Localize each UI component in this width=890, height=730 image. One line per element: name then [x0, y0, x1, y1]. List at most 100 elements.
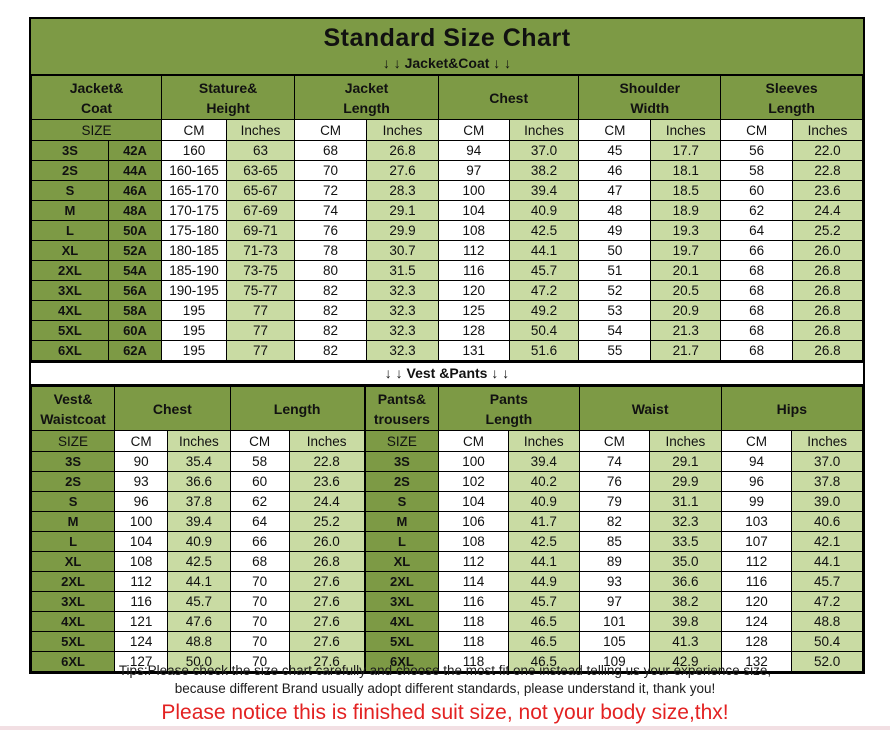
table-cell: 96	[114, 491, 169, 512]
table-cell: 101	[578, 611, 651, 632]
table-cell: 71-73	[225, 240, 296, 261]
table-cell: 77	[225, 340, 296, 361]
table-cell: 27.6	[288, 571, 366, 592]
table-cell: 46.5	[507, 611, 580, 632]
col-header-hips: Hips	[720, 386, 864, 431]
table-cell: 3S	[30, 451, 116, 472]
jacket-coat-table: Jacket& Coat Stature& Height Jacket Leng…	[30, 74, 863, 361]
table-cell: 29.9	[649, 471, 722, 492]
table-cell: 55	[578, 340, 652, 361]
table-cell: 132	[720, 651, 793, 672]
table-cell: 37.8	[791, 471, 863, 492]
table-cell: 20.5	[650, 280, 722, 301]
col-header-shoulder-width: Shoulder Width	[578, 74, 722, 120]
table-row: 5XL 60A 195 77 82 32.3 128 50.4 54 21.3 68 26.8	[31, 320, 863, 341]
table-cell: 47.2	[791, 591, 863, 612]
table-cell: 27.6	[288, 631, 366, 652]
table-cell: 128	[437, 320, 510, 341]
table-cell: 32.3	[366, 280, 439, 301]
table-cell: 39.4	[507, 451, 580, 472]
table-cell: S	[31, 180, 109, 201]
table-cell: 17.7	[650, 140, 722, 161]
inches-label: Inches	[225, 119, 296, 141]
cm-label: CM	[578, 430, 651, 452]
table-cell: 23.6	[288, 471, 366, 492]
vest-group-header-row: Vest& Waistcoat Chest Length Pants& trou…	[30, 386, 864, 431]
table-cell: 97	[437, 160, 510, 181]
table-cell: L	[30, 531, 116, 552]
table-cell: 185-190	[161, 260, 227, 281]
table-cell: 100	[437, 180, 510, 201]
table-cell: 70	[229, 571, 290, 592]
table-cell: 68	[720, 260, 794, 281]
table-cell: 70	[294, 160, 368, 181]
table-cell: 82	[578, 511, 651, 532]
table-cell: 175-180	[161, 220, 227, 241]
table-cell: 180-185	[161, 240, 227, 261]
table-cell: 68	[229, 551, 290, 572]
table-cell: 112	[114, 571, 169, 592]
table-cell: 60	[720, 180, 794, 201]
table-cell: 46.5	[507, 651, 580, 672]
table-cell: 41.3	[649, 631, 722, 652]
col-header-stature-height: Stature& Height	[161, 74, 296, 120]
cm-label: CM	[294, 119, 368, 141]
table-cell: 93	[114, 471, 169, 492]
table-cell: 93	[578, 571, 651, 592]
table-cell: 108	[438, 531, 509, 552]
table-cell: 80	[294, 260, 368, 281]
table-cell: 26.8	[366, 140, 439, 161]
table-cell: M	[30, 511, 116, 532]
table-cell: 54	[578, 320, 652, 341]
table-cell: 56	[720, 140, 794, 161]
table-cell: M	[31, 200, 109, 221]
cm-label: CM	[437, 119, 510, 141]
table-cell: 67-69	[225, 200, 296, 221]
table-cell: 72	[294, 180, 368, 201]
table-cell: 38.2	[508, 160, 580, 181]
table-cell: 116	[720, 571, 793, 592]
table-cell: 77	[225, 300, 296, 321]
table-cell: 20.9	[650, 300, 722, 321]
cm-label: CM	[114, 430, 169, 452]
table-cell: 195	[161, 300, 227, 321]
table-cell: 48	[578, 200, 652, 221]
table-cell: 74	[578, 451, 651, 472]
table-cell: 68	[720, 320, 794, 341]
table-cell: 27.6	[288, 651, 366, 672]
table-cell: 48A	[107, 200, 163, 221]
table-cell: 21.7	[650, 340, 722, 361]
table-cell: 127	[114, 651, 169, 672]
table-cell: 29.1	[649, 451, 722, 472]
table-cell: 42.5	[167, 551, 231, 572]
table-cell: 48.8	[167, 631, 231, 652]
table-cell: 36.6	[167, 471, 231, 492]
table-cell: 40.6	[791, 511, 863, 532]
table-cell: 39.4	[167, 511, 231, 532]
table-cell: 68	[294, 140, 368, 161]
table-cell: 70	[229, 611, 290, 632]
table-cell: 190-195	[161, 280, 227, 301]
table-cell: 116	[114, 591, 169, 612]
table-cell: 24.4	[792, 200, 863, 221]
table-cell: 70	[229, 651, 290, 672]
table-cell: 70	[229, 631, 290, 652]
table-cell: 27.6	[288, 611, 366, 632]
table-cell: 3S	[31, 140, 109, 161]
table-cell: 79	[578, 491, 651, 512]
table-cell: 29.1	[366, 200, 439, 221]
table-cell: 112	[720, 551, 793, 572]
table-cell: 37.8	[167, 491, 231, 512]
table-cell: 47.2	[508, 280, 580, 301]
vest-pants-table: Vest& Waistcoat Chest Length Pants& trou…	[30, 386, 864, 672]
tips-block: Tips:Please check the size chart careful…	[0, 662, 890, 726]
table-cell: 37.0	[508, 140, 580, 161]
table-row: S 96 37.8 62 24.4 S 104 40.9 79 31.1 99 39.0	[30, 491, 863, 512]
table-cell: 116	[438, 591, 509, 612]
table-row: 3XL 116 45.7 70 27.6 3XL 116 45.7 97 38.2 120 47.2	[30, 591, 863, 612]
table-cell: 114	[438, 571, 509, 592]
table-cell: 42.1	[791, 531, 863, 552]
table-cell: XL	[31, 240, 109, 261]
table-cell: 62	[229, 491, 290, 512]
table-cell: 40.9	[167, 531, 231, 552]
